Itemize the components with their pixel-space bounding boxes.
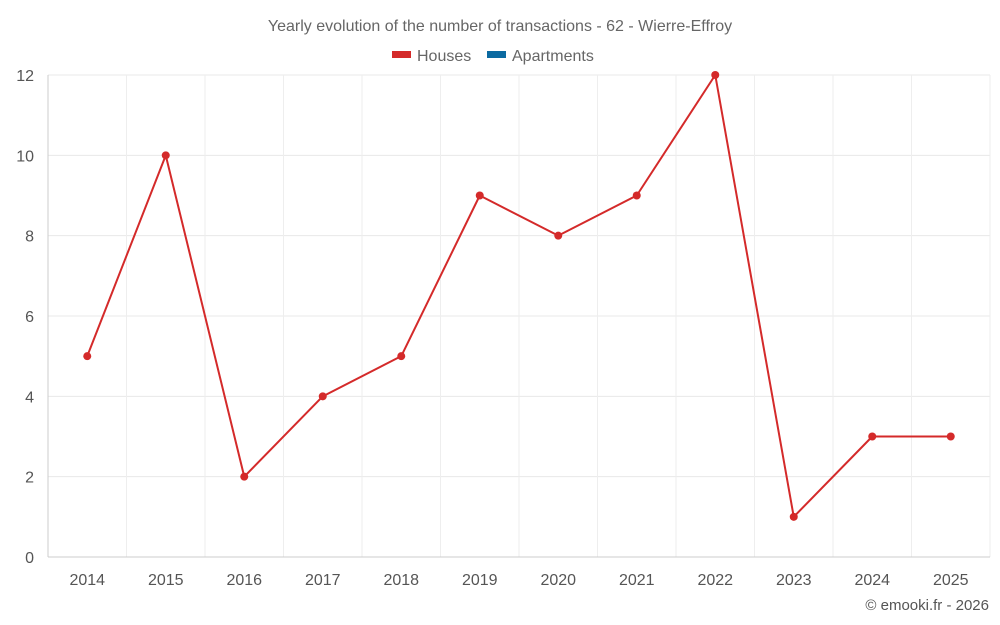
- x-tick-label: 2020: [540, 572, 576, 589]
- y-axis-ticks: 0 2 4 6 8 10 12: [16, 68, 34, 567]
- legend: Houses Apartments: [392, 48, 594, 65]
- series-houses: [83, 71, 955, 521]
- legend-label-apartments[interactable]: Apartments: [512, 48, 594, 65]
- x-tick-label: 2022: [697, 572, 733, 589]
- x-tick-label: 2018: [383, 572, 419, 589]
- x-tick-label: 2025: [933, 572, 969, 589]
- x-tick-label: 2015: [148, 572, 184, 589]
- x-axis-ticks: 2014 2015 2016 2017 2018 2019 2020 2021 2022 2023…: [69, 572, 968, 589]
- y-tick-label: 0: [25, 550, 34, 567]
- y-tick-label: 6: [25, 309, 34, 326]
- data-point-houses-2019[interactable]: [475, 191, 484, 200]
- data-point-houses-2025[interactable]: [946, 432, 955, 441]
- data-point-houses-2023[interactable]: [789, 512, 798, 521]
- data-point-houses-2021[interactable]: [632, 191, 641, 200]
- data-point-houses-2016[interactable]: [240, 472, 249, 481]
- x-tick-label: 2019: [462, 572, 498, 589]
- x-tick-label: 2024: [854, 572, 890, 589]
- legend-label-houses[interactable]: Houses: [417, 48, 471, 65]
- x-tick-label: 2021: [619, 572, 655, 589]
- series-line-houses: [86, 74, 951, 518]
- y-tick-label: 8: [25, 229, 34, 246]
- data-point-houses-2024[interactable]: [868, 432, 877, 441]
- data-point-houses-2020[interactable]: [554, 231, 563, 240]
- y-tick-label: 4: [25, 389, 34, 406]
- legend-swatch-apartments[interactable]: [487, 51, 506, 58]
- data-point-houses-2018[interactable]: [397, 352, 406, 361]
- axes: [47, 75, 990, 558]
- x-tick-label: 2023: [776, 572, 812, 589]
- data-point-houses-2017[interactable]: [318, 392, 327, 401]
- y-tick-label: 12: [16, 68, 34, 85]
- legend-swatch-houses[interactable]: [392, 51, 411, 58]
- y-tick-label: 2: [25, 470, 34, 487]
- x-tick-label: 2017: [305, 572, 341, 589]
- x-tick-label: 2014: [69, 572, 105, 589]
- data-point-houses-2015[interactable]: [161, 151, 170, 160]
- y-tick-label: 10: [16, 148, 34, 165]
- data-point-houses-2014[interactable]: [83, 352, 92, 361]
- x-tick-label: 2016: [226, 572, 262, 589]
- credit-label: © emooki.fr - 2026: [865, 597, 989, 614]
- data-point-houses-2022[interactable]: [711, 71, 720, 79]
- gridlines: [47, 74, 991, 557]
- chart-title: Yearly evolution of the number of transa…: [268, 18, 732, 35]
